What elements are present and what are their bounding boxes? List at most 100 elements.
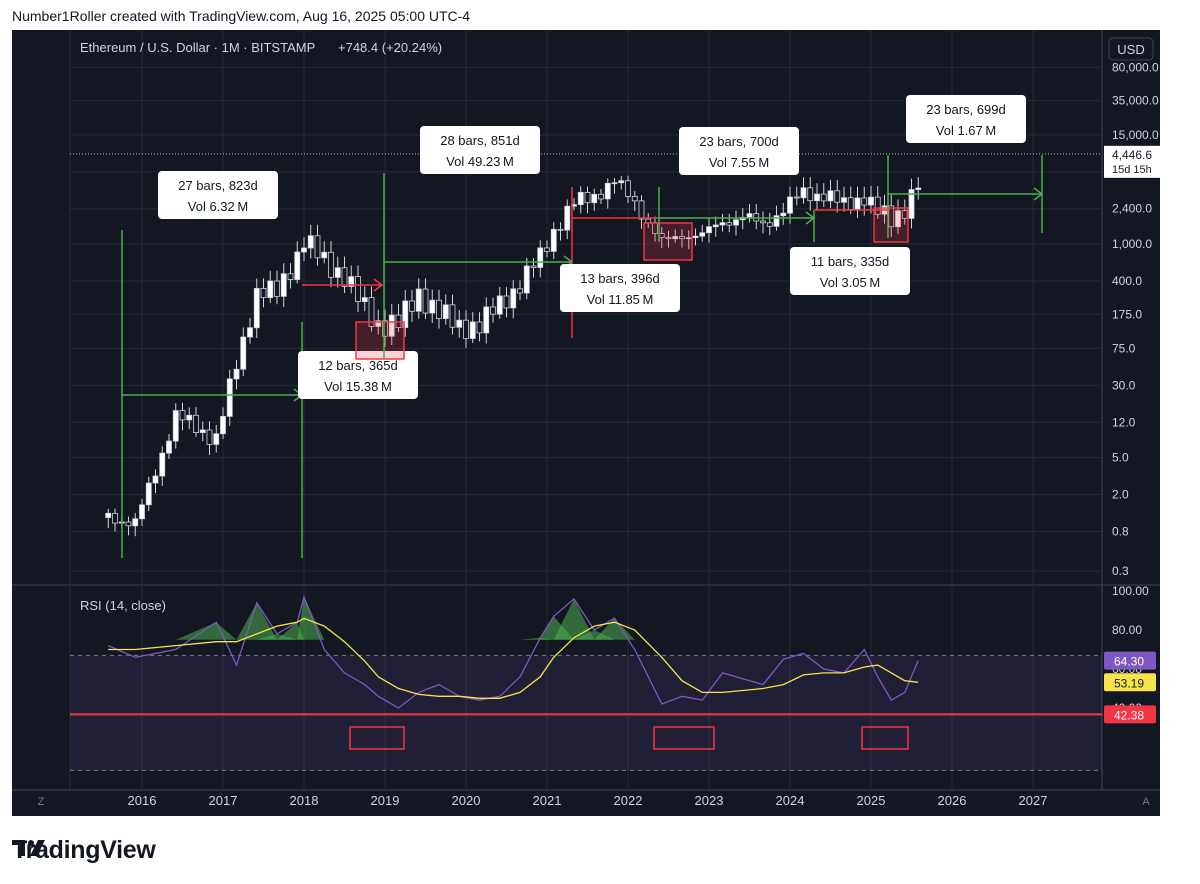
- candle-body: [523, 265, 530, 294]
- candle-body: [496, 295, 503, 315]
- candle-body: [307, 235, 314, 249]
- rsi-band: [70, 655, 1102, 771]
- bottom-zone-box: [355, 321, 405, 360]
- tradingview-logo-icon: [12, 840, 45, 856]
- candle-body: [503, 295, 510, 309]
- rsi-zone-box: [861, 726, 909, 750]
- range-label-vol: Vol 11.85 M: [587, 292, 654, 307]
- candle-body: [186, 414, 193, 421]
- candle-body: [746, 213, 753, 218]
- axes: 80,000.035,000.015,000.06,000.02,400.01,…: [38, 60, 1160, 808]
- candle-body: [125, 521, 132, 527]
- chart-header: Number1Roller created with TradingView.c…: [12, 8, 471, 24]
- candle-body: [760, 220, 766, 224]
- range-label-bars: 13 bars, 396d: [580, 271, 660, 286]
- candle-body: [591, 193, 598, 204]
- last-price-label: 4,446.6: [1112, 148, 1152, 162]
- candle-body: [625, 180, 631, 197]
- candle-body: [334, 267, 341, 278]
- currency-button[interactable]: [1108, 37, 1154, 61]
- price-tick-label: 30.0: [1112, 378, 1136, 392]
- rsi-level-badge: [1104, 705, 1156, 724]
- rsi-ma-value-label: 53.19: [1114, 676, 1144, 690]
- candle-body: [328, 251, 334, 278]
- candle-body: [247, 327, 253, 338]
- rsi-zone-box: [653, 726, 715, 750]
- range-label-box: [906, 95, 1026, 143]
- candle-body: [422, 288, 429, 314]
- candle-body: [260, 288, 267, 299]
- candle-body: [483, 306, 490, 334]
- axis-button-z: Z: [38, 796, 45, 808]
- time-tick-label: 2021: [533, 793, 562, 808]
- candle-body: [665, 237, 672, 240]
- candle-body: [355, 276, 361, 303]
- rsi-ma-line: [108, 617, 919, 699]
- candle-body: [280, 273, 287, 297]
- candle-body: [861, 197, 868, 206]
- candle-body: [274, 280, 280, 297]
- rsi-level-label: 42.38: [1114, 708, 1144, 722]
- rsi-ma-value-label-badge: [1104, 673, 1156, 692]
- candle-body: [868, 196, 874, 206]
- candle-body: [915, 187, 922, 190]
- candle-body: [436, 299, 442, 319]
- candle-body: [105, 512, 112, 518]
- rsi-overbought-fill: [175, 622, 237, 640]
- price-tick-label: 400.0: [1112, 274, 1142, 288]
- candle-body: [841, 197, 847, 203]
- candle-body: [314, 235, 321, 259]
- rsi-title: RSI (14, close): [80, 598, 166, 613]
- candle-body: [672, 236, 679, 240]
- price-tick-label: 5.0: [1112, 451, 1129, 465]
- candle-body: [908, 189, 915, 219]
- candle-body: [787, 196, 793, 214]
- time-tick-label: 2025: [857, 793, 886, 808]
- candle-body: [827, 190, 834, 202]
- candle-body: [766, 222, 773, 227]
- currency-label: USD: [1117, 42, 1144, 57]
- range-label-bars: 12 bars, 365d: [318, 358, 398, 373]
- time-tick-label: 2018: [290, 793, 319, 808]
- candle-body: [139, 504, 145, 520]
- tradingview-logo[interactable]: TradingView: [12, 836, 156, 865]
- candle-body: [233, 368, 240, 380]
- candle-body: [152, 475, 159, 484]
- chart-change: +748.4 (+20.24%): [338, 40, 442, 55]
- candle-body: [449, 304, 456, 328]
- candle-body: [820, 193, 827, 202]
- candles: [70, 153, 1102, 537]
- candle-body: [341, 267, 348, 287]
- time-tick-label: 2016: [128, 793, 157, 808]
- candle-body: [733, 219, 739, 226]
- rsi-overbought-fill: [277, 622, 304, 640]
- rsi-tick-label: 100.00: [1112, 584, 1149, 598]
- range-label-vol: Vol 3.05 M: [820, 275, 880, 290]
- candle-body: [240, 336, 247, 370]
- candle-body: [469, 321, 476, 339]
- price-tick-label: 0.3: [1112, 564, 1129, 578]
- time-tick-label: 2020: [452, 793, 481, 808]
- price-tick-label: 175.0: [1112, 307, 1142, 321]
- range-label-box: [298, 351, 418, 399]
- candle-body: [463, 319, 469, 339]
- price-tick-label: 12.0: [1112, 415, 1136, 429]
- rsi-value-label-badge: [1104, 651, 1156, 670]
- bottom-zone-box: [873, 207, 909, 243]
- candle-body: [638, 200, 645, 220]
- range-label-vol: Vol 1.67 M: [936, 123, 996, 138]
- candle-body: [780, 212, 787, 217]
- range-label-bars: 27 bars, 823d: [178, 178, 258, 193]
- time-tick-label: 2024: [776, 793, 805, 808]
- candle-body: [517, 288, 523, 294]
- candle-body: [847, 197, 854, 210]
- time-tick-label: 2019: [371, 793, 400, 808]
- candle-body: [557, 228, 564, 231]
- candle-body: [800, 187, 807, 199]
- candle-body: [490, 306, 496, 315]
- candle-body: [854, 197, 861, 210]
- candle-body: [692, 235, 699, 239]
- price-tick-label: 80,000.0: [1112, 60, 1159, 74]
- candle-body: [226, 378, 233, 417]
- price-tick-label: 15,000.0: [1112, 128, 1159, 142]
